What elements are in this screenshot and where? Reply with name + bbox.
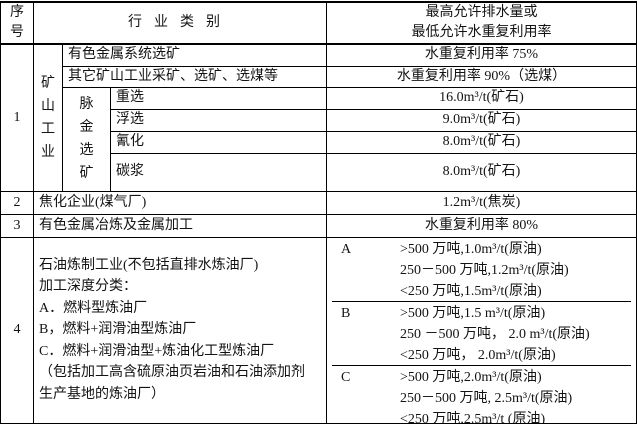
label-flotation: 浮选 [109,108,328,132]
header-allowed-value: 最高允许排水量或 最低允许水重复利用率 [326,1,637,45]
header-serial-line2: 号 [10,25,24,40]
value-petroleum-refining: A >500 万吨,1.0m³/t(原油) 250－500 万吨,1.2m³/t… [326,236,637,424]
table-header-row: 序 号 行业类别 最高允许排水量或 最低允许水重复利用率 [0,1,637,45]
row-petroleum-refining: 4 石油炼制工业(不包括直排水炼油厂) 加工深度分类： A．燃料型炼油厂 B，燃… [0,236,637,424]
tier-b-section: B >500 万吨,1.5 m³/t(原油) 250 －500 万吨， 2.0 … [332,300,632,365]
label-nonferrous-beneficiation: 有色金属系统选矿 [61,43,328,67]
label-carbon-pulp: 碳浆 [109,152,328,192]
header-value-line2: 最低允许水重复利用率 [411,25,552,40]
value-cyanidation: 8.0m³/t(矿石) [326,130,637,154]
refinery-desc-line: B，燃料+润滑油型炼油厂 [39,322,197,338]
refinery-desc-line: （包括加工高含硫原油页岩油和石油添加剂 [39,365,305,381]
serial-4: 4 [0,236,34,424]
value-flotation: 9.0m³/t(矿石) [326,108,637,132]
row-coking: 2 焦化企业(煤气厂) 1.2m³/t(焦炭) [0,190,637,215]
group-vein-gold-beneficiation: 脉 金 选 矿 [62,86,111,192]
row-carbon-pulp: 碳浆 8.0m³/t(矿石) [1,152,637,192]
tier-c-values: >500 万吨,2.0m³/t(原油) 250－500 万吨, 2.5m³/t(… [400,369,573,423]
header-serial-line1: 序 [10,5,24,20]
tier-a-values: >500 万吨,1.0m³/t(原油) 250－500 万吨,1.2m³/t(原… [400,241,569,299]
tier-a-label: A [341,241,352,257]
tier-b-values: >500 万吨,1.5 m³/t(原油) 250 －500 万吨， 2.0 m³… [400,305,590,363]
header-serial-number: 序 号 [0,1,34,45]
tier-c-section: C >500 万吨,2.0m³/t(原油) 250－500 万吨, 2.5m³/… [332,364,632,423]
serial-1: 1 [0,43,34,192]
refinery-desc-line: A．燃料型炼油厂 [39,300,148,316]
row-gravity-separation: 脉 金 选 矿 重选 16.0m³/t(矿石) [1,86,637,192]
row-nonferrous-beneficiation: 1 矿 山 工 业 有色金属系统选矿 水重复利用率 75% [0,43,637,192]
row-smelting: 3 有色金属冶炼及金属加工 水重复利用率 80% [0,213,637,238]
value-nonferrous-beneficiation: 水重复利用率 75% [326,43,637,67]
header-industry-category: 行业类别 [32,1,328,45]
group-mining-industry: 矿 山 工 业 [33,43,63,192]
value-carbon-pulp: 8.0m³/t(矿石) [326,152,637,192]
label-smelting: 有色金属冶炼及金属加工 [32,213,328,238]
tier-b-label: B [341,305,351,321]
header-value-line1: 最高允许排水量或 [425,5,538,20]
serial-3: 3 [0,213,34,238]
serial-2: 2 [0,190,34,215]
refinery-desc-line: 加工深度分类： [39,279,137,295]
refinery-desc-line: 石油炼制工业(不包括直排水炼油厂) [39,257,259,273]
row-other-mining: 其它矿山工业采矿、选矿、选煤等 水重复利用率 90%（选煤） [1,65,637,88]
label-other-mining: 其它矿山工业采矿、选矿、选煤等 [61,65,328,88]
label-gravity-separation: 重选 [109,86,328,110]
value-coking: 1.2m³/t(焦炭) [326,190,637,215]
value-other-mining: 水重复利用率 90%（选煤） [326,65,637,88]
tier-c-label: C [341,369,351,385]
label-petroleum-refining: 石油炼制工业(不包括直排水炼油厂) 加工深度分类： A．燃料型炼油厂 B，燃料+… [32,236,328,424]
refinery-desc-line: 生产基地的炼油厂） [39,386,165,402]
label-cyanidation: 氰化 [109,130,328,154]
value-gravity-separation: 16.0m³/t(矿石) [326,86,637,110]
label-coking: 焦化企业(煤气厂) [32,190,328,215]
value-smelting: 水重复利用率 80% [326,213,637,238]
tier-a-section: A >500 万吨,1.0m³/t(原油) 250－500 万吨,1.2m³/t… [332,238,631,301]
refinery-desc-line: C．燃料+润滑油型+炼油化工型炼油厂 [39,343,275,359]
